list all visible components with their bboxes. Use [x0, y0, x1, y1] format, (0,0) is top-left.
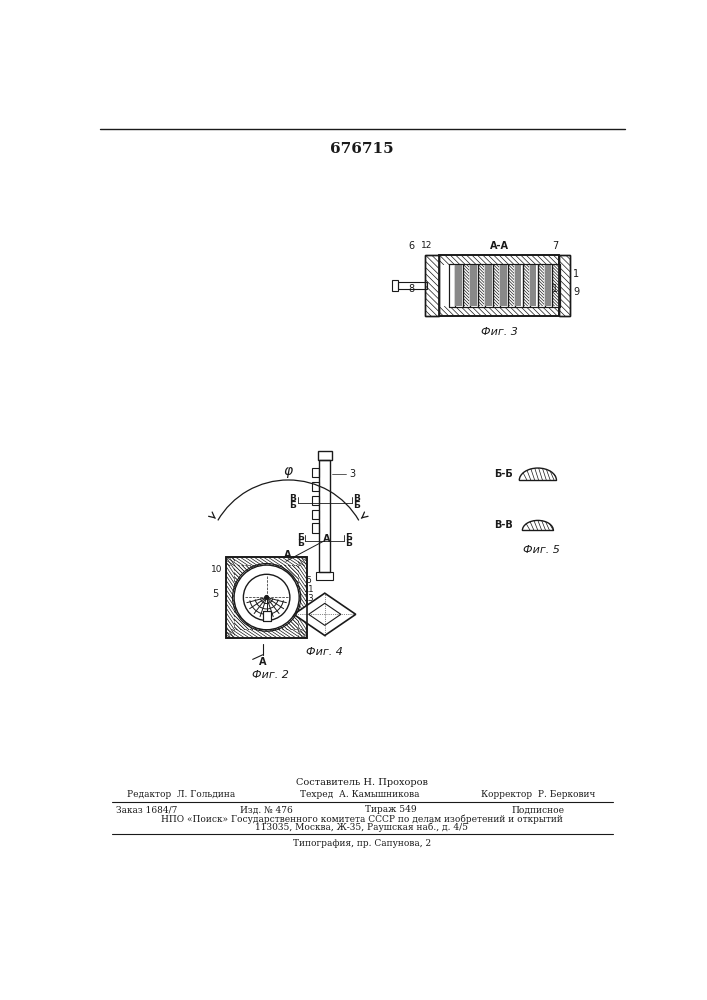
Text: НПО «Поиск» Государственного комитета СССР по делам изобретений и открытий: НПО «Поиск» Государственного комитета СС… [161, 814, 563, 824]
Bar [226, 557, 308, 638]
Text: Б: Б [345, 533, 352, 542]
Circle shape [234, 565, 299, 630]
Text: Фиг. 3: Фиг. 3 [481, 327, 518, 337]
Text: 5: 5 [212, 589, 218, 599]
Bar [317, 451, 332, 460]
Text: 13: 13 [303, 594, 314, 603]
Text: Заказ 1684/7: Заказ 1684/7 [116, 805, 177, 814]
Text: В: В [353, 494, 360, 503]
Text: Фиг. 5: Фиг. 5 [523, 545, 560, 555]
Bar [263, 611, 271, 620]
Bar [398, 282, 426, 289]
Text: 1: 1 [573, 269, 579, 279]
Bar [312, 496, 320, 505]
Text: 7: 7 [552, 241, 559, 251]
Text: Б: Б [297, 539, 304, 548]
Text: В-В: В-В [493, 520, 513, 530]
Text: Фиг. 2: Фиг. 2 [252, 670, 289, 680]
Text: Типография, пр. Сапунова, 2: Типография, пр. Сапунова, 2 [293, 839, 431, 848]
Text: Техред  А. Камышникова: Техред А. Камышникова [300, 790, 419, 799]
Bar [263, 611, 271, 620]
Bar [515, 265, 522, 306]
Text: 10: 10 [211, 565, 223, 574]
Text: Б-Б: Б-Б [493, 469, 513, 479]
Text: 8: 8 [408, 284, 414, 294]
Text: Изд. № 476: Изд. № 476 [240, 805, 293, 814]
Bar [312, 482, 320, 491]
Bar [545, 265, 551, 306]
Text: Составитель Н. Прохоров: Составитель Н. Прохоров [296, 778, 428, 787]
Text: 6: 6 [408, 241, 414, 251]
Text: Редактор  Л. Гольдина: Редактор Л. Гольдина [127, 790, 235, 799]
Bar [316, 572, 333, 580]
Text: 113035, Москва, Ж-35, Раушская наб., д. 4/5: 113035, Москва, Ж-35, Раушская наб., д. … [255, 823, 469, 832]
Bar [425, 255, 439, 316]
Text: 1: 1 [552, 284, 559, 294]
Text: Б: Б [345, 539, 352, 548]
Bar [449, 264, 560, 307]
Circle shape [243, 574, 290, 620]
Text: A: A [259, 657, 267, 667]
Circle shape [264, 595, 269, 599]
Bar [530, 265, 537, 306]
Bar [485, 265, 491, 306]
Text: Б: Б [290, 500, 296, 510]
Text: A: A [284, 550, 291, 560]
Text: Корректор  Р. Беркович: Корректор Р. Беркович [481, 790, 595, 799]
Bar [312, 523, 320, 533]
Text: Фиг. 4: Фиг. 4 [306, 647, 343, 657]
Text: 676715: 676715 [330, 142, 394, 156]
Bar [559, 255, 570, 316]
Text: 6: 6 [305, 576, 311, 585]
Text: Подписное: Подписное [511, 805, 564, 814]
Polygon shape [309, 603, 341, 625]
Text: А-А: А-А [490, 241, 508, 251]
Bar [500, 265, 506, 306]
Text: A: A [323, 534, 330, 544]
Text: Тираж 549: Тираж 549 [365, 805, 416, 814]
Text: 3: 3 [349, 469, 355, 479]
Text: 9: 9 [573, 287, 579, 297]
Text: φ: φ [284, 464, 293, 478]
Text: 11: 11 [303, 585, 314, 594]
Polygon shape [293, 593, 356, 636]
Bar [320, 460, 330, 572]
Bar [439, 255, 559, 316]
Bar [312, 510, 320, 519]
Bar [470, 265, 477, 306]
Bar [439, 255, 559, 316]
Text: 2: 2 [305, 605, 312, 615]
Bar [425, 255, 439, 316]
Bar [455, 265, 462, 306]
Text: Б: Б [353, 500, 360, 510]
Text: 12: 12 [421, 241, 433, 250]
Bar [559, 255, 570, 316]
Bar [226, 557, 308, 638]
Text: В: В [290, 494, 296, 503]
Bar [449, 264, 560, 307]
Bar [312, 468, 320, 477]
Bar [392, 280, 398, 291]
Text: Б: Б [297, 533, 304, 542]
